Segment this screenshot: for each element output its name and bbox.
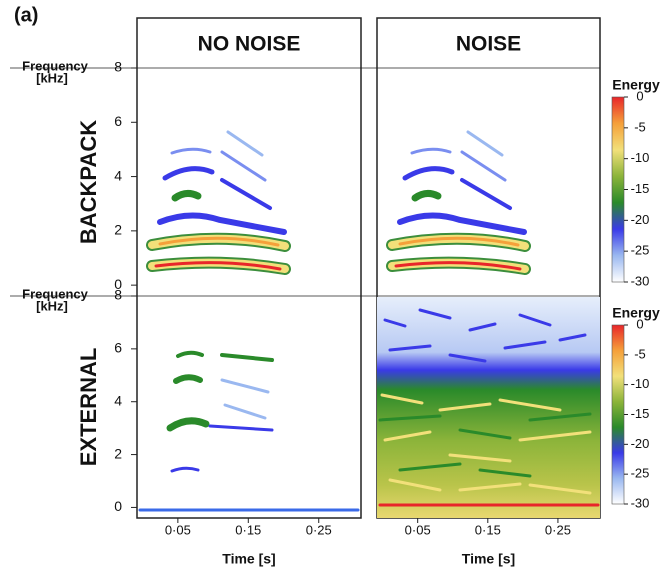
y-tick-label: 4 [114, 392, 122, 408]
colorbar-tick-label: -15 [631, 406, 650, 421]
y-axis-label: Frequency [22, 58, 89, 73]
colorbar-tick-label: -5 [634, 119, 646, 134]
y-tick-label: 4 [114, 167, 122, 183]
spectrogram-backpack-noise [392, 132, 525, 269]
y-tick-label: 0 [114, 498, 122, 514]
x-tick-label: 0·05 [405, 522, 431, 537]
colorbar-tick-label: -25 [631, 243, 650, 258]
colorbar-tick-label: -20 [631, 436, 650, 451]
y-axis-label: [kHz] [36, 70, 68, 85]
y-tick-label: 8 [114, 59, 122, 75]
y-tick-label: 2 [114, 222, 122, 238]
colorbar-tick-label: -25 [631, 466, 650, 481]
colorbar-tick-label: -30 [631, 273, 650, 288]
figure-label: (a) [14, 4, 38, 26]
row-title: BACKPACK [76, 120, 101, 244]
colorbar [611, 96, 625, 283]
colorbar-title: Energy [612, 305, 660, 321]
colorbar-tick-label: -20 [631, 212, 650, 227]
x-tick-label: 0·25 [545, 522, 571, 537]
y-tick-label: 0 [114, 276, 122, 292]
x-tick-label: 0·15 [235, 522, 261, 537]
row-title: EXTERNAL [76, 348, 101, 467]
dividers [10, 67, 600, 297]
colorbar-tick-label: -15 [631, 181, 650, 196]
colorbar-tick-label: -5 [634, 346, 646, 361]
x-tick-label: 0·05 [165, 522, 191, 537]
column-title: NOISE [456, 33, 521, 56]
y-tick-label: 8 [114, 287, 122, 303]
noise-spectrogram [377, 297, 600, 518]
colorbar-tick-label: -10 [631, 150, 650, 165]
y-axis-label: [kHz] [36, 298, 68, 313]
spectrogram-backpack-nonoise [152, 132, 285, 269]
x-axis-label: Time [s] [462, 551, 515, 567]
colorbar-tick-label: 0 [636, 316, 643, 331]
colorbar-title: Energy [612, 77, 660, 93]
noise-texture [378, 308, 600, 507]
colorbar-tick-label: -10 [631, 376, 650, 391]
y-tick-label: 2 [114, 445, 122, 461]
colorbar-tick-label: 0 [636, 88, 643, 103]
column-title: NO NOISE [198, 33, 301, 56]
spectrogram-external-nonoise [138, 350, 360, 512]
x-axis-label: Time [s] [222, 551, 275, 567]
y-tick-label: 6 [114, 113, 122, 129]
colorbar-tick-label: -30 [631, 495, 650, 510]
y-axis-label: Frequency [22, 286, 89, 301]
colorbar [611, 324, 625, 505]
x-tick-label: 0·25 [306, 522, 332, 537]
x-tick-label: 0·15 [475, 522, 501, 537]
y-tick-label: 6 [114, 340, 122, 356]
